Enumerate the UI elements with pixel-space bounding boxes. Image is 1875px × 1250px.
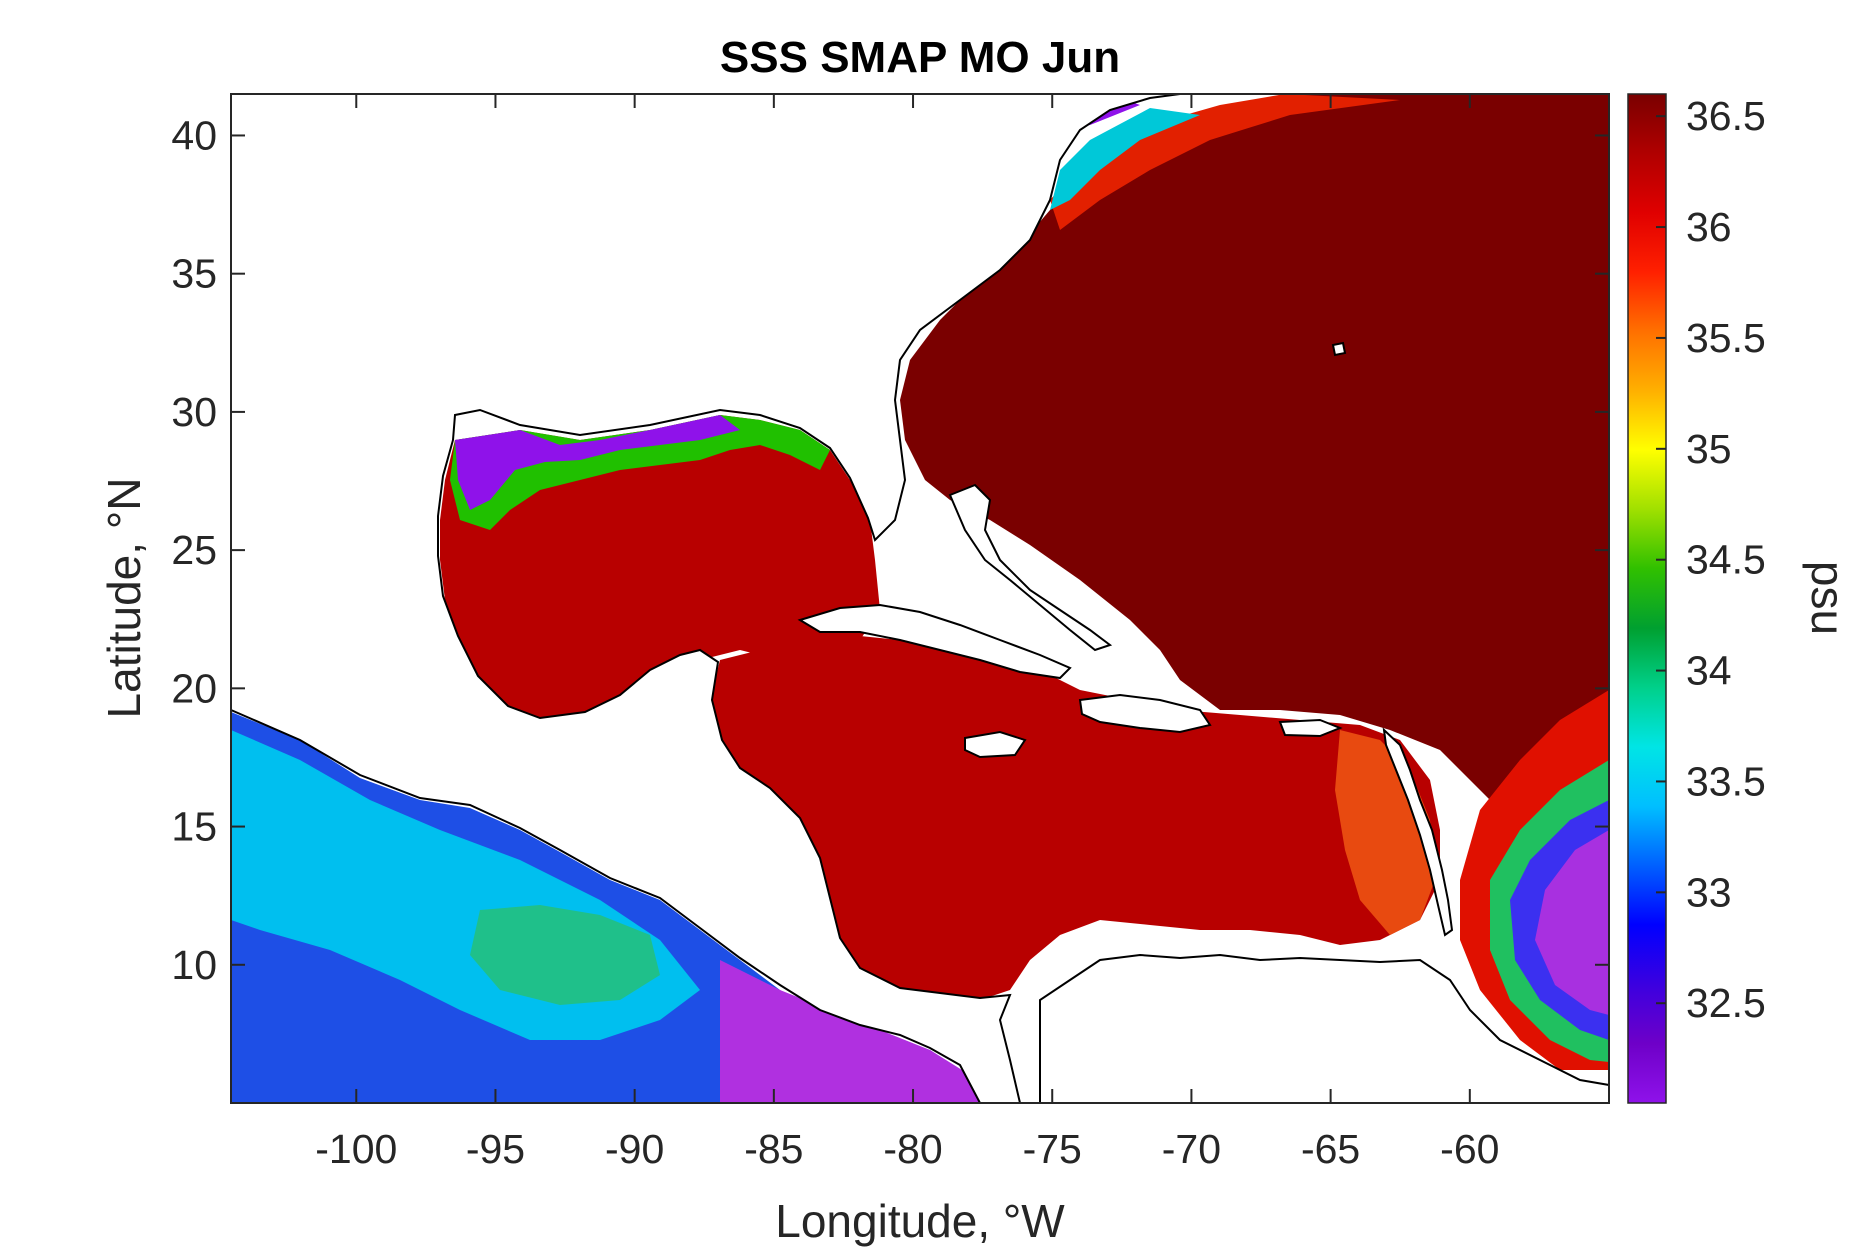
y-tick-label: 25 — [171, 527, 217, 573]
colorbar-tick-label: 36.5 — [1686, 93, 1766, 139]
coastline — [230, 93, 1610, 1104]
north-america-landmass — [230, 93, 1181, 1104]
panama-bight — [720, 960, 990, 1103]
bermuda-island — [1331, 341, 1347, 357]
x-tick-label: -65 — [1301, 1126, 1360, 1172]
y-ticks: 10 15 20 25 30 35 40 — [171, 112, 1609, 988]
amazon-plume-core — [1535, 830, 1609, 1015]
colorbar-tick-label: 33 — [1686, 869, 1732, 915]
atlantic-field — [900, 94, 1609, 830]
colorbar-tick-label: 33.5 — [1686, 758, 1766, 804]
y-tick-label: 15 — [171, 804, 217, 850]
atlantic-shelf-low — [1050, 108, 1200, 210]
colorbar-tick-label: 36 — [1686, 204, 1732, 250]
bahamas-islands — [948, 483, 1113, 652]
gulf-of-mexico-field — [440, 415, 880, 720]
x-tick-label: -60 — [1440, 1126, 1499, 1172]
x-axis-label: Longitude, °W — [775, 1195, 1065, 1247]
axes: -100 -95 -90 -85 -80 -75 -70 -65 -60 10 15 20 25 30 3… — [98, 93, 1610, 1247]
x-ticks: -100 -95 -90 -85 -80 -75 -70 -65 -60 — [315, 94, 1499, 1172]
lesser-antilles-islands — [1382, 727, 1454, 937]
x-tick-label: -100 — [315, 1126, 397, 1172]
pacific-green-core — [470, 905, 660, 1005]
colorbar-tick-label: 35 — [1686, 426, 1732, 472]
y-tick-label: 10 — [171, 942, 217, 988]
colorbar-tick-label: 34 — [1686, 648, 1732, 694]
plot-frame — [230, 93, 1610, 1104]
map-panel — [230, 93, 1610, 1104]
south-america-landmass — [1039, 953, 1610, 1104]
x-tick-label: -95 — [466, 1126, 525, 1172]
colorbar-ticks: 32.5 33 33.5 34 34.5 35 35.5 36 36.5 — [1656, 93, 1766, 1026]
x-tick-label: -85 — [744, 1126, 803, 1172]
cuba-island — [797, 603, 1072, 680]
chart-title: SSS SMAP MO Jun — [720, 33, 1120, 82]
caribbean-field — [710, 635, 1440, 1000]
x-tick-label: -80 — [883, 1126, 942, 1172]
y-tick-label: 35 — [171, 251, 217, 297]
colorbar-tick-label: 34.5 — [1686, 537, 1766, 583]
y-tick-label: 40 — [171, 112, 217, 158]
y-tick-label: 30 — [171, 389, 217, 435]
colorbar-tick-label: 32.5 — [1686, 980, 1766, 1026]
x-tick-label: -75 — [1023, 1126, 1082, 1172]
colorbar-gradient — [1627, 93, 1667, 1104]
colorbar: 32.5 33 33.5 34 34.5 35 35.5 36 36.5 psu — [1627, 93, 1854, 1104]
y-tick-label: 20 — [171, 665, 217, 711]
colorbar-label: psu — [1802, 561, 1854, 635]
hispaniola-island — [1078, 693, 1212, 734]
jamaica-island — [964, 730, 1027, 759]
y-axis-label: Latitude, °N — [98, 478, 150, 719]
x-tick-label: -70 — [1162, 1126, 1221, 1172]
atlantic-coastal-band — [1050, 94, 1400, 230]
gulf-low-salinity-shelf — [455, 415, 740, 510]
x-tick-label: -90 — [605, 1126, 664, 1172]
puerto-rico-island — [1278, 718, 1343, 738]
colorbar-tick-label: 35.5 — [1686, 315, 1766, 361]
